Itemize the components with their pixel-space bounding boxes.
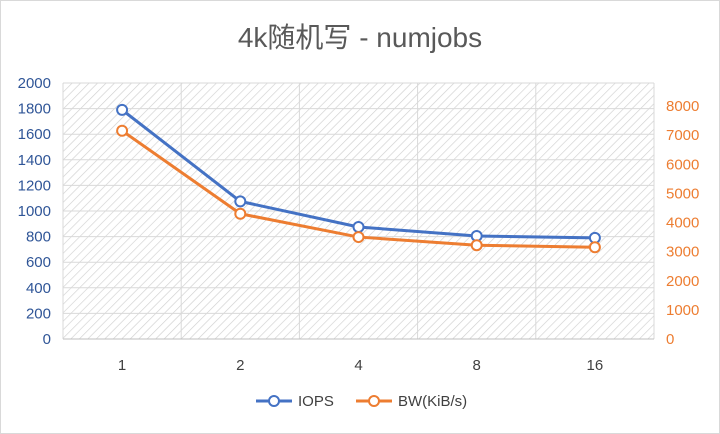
data-point: [470, 239, 483, 252]
x-tick-label: 8: [473, 357, 481, 374]
data-point: [234, 207, 247, 220]
y-left-tick-label: 1400: [18, 152, 51, 169]
y-left-tick-label: 1800: [18, 101, 51, 118]
y-left-tick-label: 2000: [18, 75, 51, 92]
legend-item: IOPS: [256, 393, 334, 410]
y-left-tick-label: 1000: [18, 203, 51, 220]
y-left-tick-label: 600: [26, 254, 51, 271]
y-right-tick-label: 8000: [666, 98, 699, 115]
legend: IOPS BW(KiB/s): [256, 393, 467, 410]
x-tick-label: 16: [587, 357, 604, 374]
y-left-tick-label: 200: [26, 305, 51, 322]
legend-marker: [268, 395, 280, 407]
legend-label: IOPS: [298, 393, 334, 410]
y-right-tick-label: 4000: [666, 215, 699, 232]
y-right-tick-label: 2000: [666, 273, 699, 290]
data-point: [352, 221, 365, 233]
data-point: [116, 103, 129, 116]
x-tick-label: 2: [236, 357, 244, 374]
y-left-tick-label: 400: [26, 280, 51, 297]
data-point: [588, 241, 601, 254]
data-point: [352, 231, 365, 244]
y-right-tick-label: 5000: [666, 185, 699, 202]
x-tick-label: 1: [118, 357, 126, 374]
y-right-tick-label: 7000: [666, 127, 699, 144]
legend-marker: [368, 395, 380, 407]
legend-label: BW(KiB/s): [398, 393, 467, 410]
plot-area: 0 200 400 600 800 1000 1200 1400 1600 1800 2000 0 10…: [18, 75, 700, 374]
chart-title: 4k随机写 - numjobs: [238, 22, 482, 53]
y-left-tick-label: 1600: [18, 126, 51, 143]
legend-item: BW(KiB/s): [356, 393, 467, 410]
data-point: [234, 195, 247, 208]
y-right-tick-label: 0: [666, 331, 674, 348]
y-left-tick-label: 800: [26, 229, 51, 246]
x-tick-label: 4: [354, 357, 362, 374]
data-point: [116, 124, 129, 137]
y-left-tick-label: 0: [43, 331, 51, 348]
y-right-tick-label: 6000: [666, 156, 699, 173]
y-right-tick-label: 3000: [666, 244, 699, 261]
y-left-tick-label: 1200: [18, 177, 51, 194]
y-right-tick-label: 1000: [666, 302, 699, 319]
